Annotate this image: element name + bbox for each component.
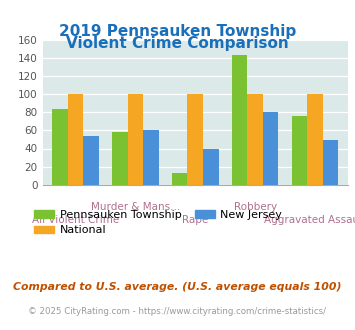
Text: © 2025 CityRating.com - https://www.cityrating.com/crime-statistics/: © 2025 CityRating.com - https://www.city… bbox=[28, 307, 327, 316]
Bar bbox=[247, 94, 263, 185]
Bar bbox=[52, 110, 68, 185]
Text: Aggravated Assault: Aggravated Assault bbox=[264, 215, 355, 225]
Text: All Violent Crime: All Violent Crime bbox=[32, 215, 119, 225]
Bar bbox=[83, 136, 99, 185]
Text: Violent Crime Comparison: Violent Crime Comparison bbox=[66, 36, 289, 51]
Text: Murder & Mans...: Murder & Mans... bbox=[91, 202, 180, 212]
Bar bbox=[232, 55, 247, 185]
Bar bbox=[203, 148, 219, 185]
Bar bbox=[143, 130, 159, 185]
Text: Robbery: Robbery bbox=[234, 202, 277, 212]
Text: Compared to U.S. average. (U.S. average equals 100): Compared to U.S. average. (U.S. average … bbox=[13, 282, 342, 292]
Bar bbox=[112, 132, 127, 185]
Bar bbox=[68, 94, 83, 185]
Legend: Pennsauken Township, National, New Jersey: Pennsauken Township, National, New Jerse… bbox=[34, 210, 282, 235]
Bar bbox=[291, 116, 307, 185]
Bar bbox=[323, 140, 338, 185]
Text: Rape: Rape bbox=[182, 215, 208, 225]
Bar bbox=[307, 94, 323, 185]
Bar bbox=[263, 112, 278, 185]
Bar bbox=[172, 173, 187, 185]
Bar bbox=[187, 94, 203, 185]
Bar bbox=[127, 94, 143, 185]
Text: 2019 Pennsauken Township: 2019 Pennsauken Township bbox=[59, 24, 296, 39]
